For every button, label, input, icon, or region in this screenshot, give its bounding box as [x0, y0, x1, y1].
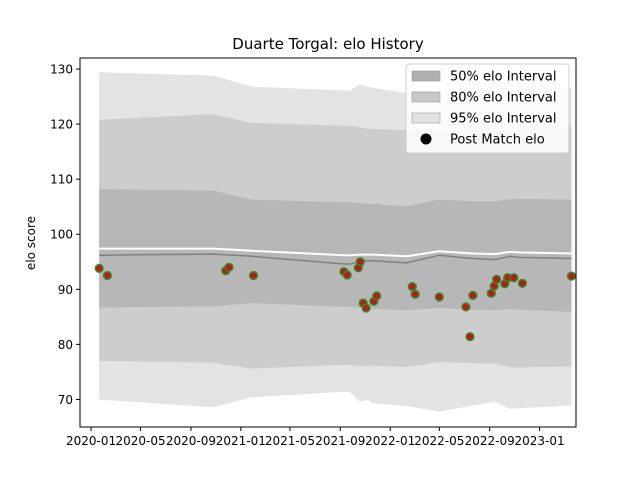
- post-match-elo-point: [361, 303, 371, 313]
- band-50-interval: [99, 189, 572, 312]
- x-tick-label: 2022-01: [365, 434, 415, 448]
- x-tick-label: 2021-05: [265, 434, 315, 448]
- y-tick-label: 80: [58, 338, 73, 352]
- legend-label: 80% elo Interval: [450, 91, 557, 106]
- post-match-elo-point: [407, 282, 417, 292]
- y-tick-label: 90: [58, 283, 73, 297]
- legend-label: Post Match elo: [450, 133, 545, 148]
- legend-entry: 50% elo Interval: [411, 70, 557, 85]
- legend-swatch: [411, 91, 441, 103]
- x-tick-label: 2021-01: [216, 434, 266, 448]
- legend-swatch: [411, 70, 441, 82]
- legend-label: 50% elo Interval: [450, 70, 557, 85]
- post-match-elo-point: [468, 290, 478, 301]
- post-match-elo-point: [509, 273, 519, 283]
- x-tick-label: 2020-05: [115, 434, 165, 448]
- post-match-elo-point: [102, 270, 112, 281]
- plot-area: [94, 72, 577, 412]
- upper-elo-line: [99, 247, 572, 258]
- post-match-elo-point: [342, 270, 352, 280]
- legend-entry: 80% elo Interval: [411, 91, 557, 106]
- legend-entry: Post Match elo: [420, 133, 545, 148]
- post-match-elo-point: [566, 271, 577, 281]
- plot-frame: [79, 57, 577, 428]
- legend-label: 95% elo Interval: [450, 112, 557, 127]
- post-match-elo-point: [461, 302, 471, 312]
- post-match-elo-point: [410, 289, 420, 299]
- post-match-elo-point: [372, 291, 382, 301]
- x-tick-label: 2022-09: [465, 434, 515, 448]
- post-match-elo-point: [434, 292, 444, 302]
- post-match-elo-point: [465, 332, 475, 342]
- legend-entry: 95% elo Interval: [411, 112, 557, 127]
- x-tick-label: 2022-05: [414, 434, 464, 448]
- legend-marker: [420, 133, 432, 145]
- legend-swatch: [411, 112, 441, 124]
- y-axis: 70 80 90 100 110 120 130: [50, 63, 80, 407]
- legend: 50% elo Interval 80% elo Interval 95% elo …: [405, 63, 570, 154]
- x-tick-label: 2021-09: [315, 434, 365, 448]
- mean-elo-line: [99, 253, 572, 265]
- y-tick-label: 110: [50, 173, 73, 187]
- post-match-elo-point: [224, 262, 234, 272]
- y-tick-label: 70: [58, 393, 73, 407]
- x-tick-label: 2023-01: [515, 434, 565, 448]
- y-axis-label: elo score: [24, 216, 38, 270]
- x-tick-label: 2020-09: [166, 434, 216, 448]
- x-tick-label: 2020-01: [66, 434, 116, 448]
- post-match-elo-point: [355, 257, 365, 267]
- post-match-elo-point: [94, 263, 104, 274]
- chart-title: Duarte Torgal: elo History: [232, 35, 424, 53]
- post-match-elo-point: [492, 274, 502, 285]
- y-tick-label: 130: [50, 63, 73, 77]
- legend-box: [405, 63, 570, 154]
- post-match-elo-point: [517, 278, 528, 288]
- post-match-elo-point: [248, 270, 259, 281]
- y-tick-label: 100: [50, 228, 73, 242]
- y-tick-label: 120: [50, 118, 73, 132]
